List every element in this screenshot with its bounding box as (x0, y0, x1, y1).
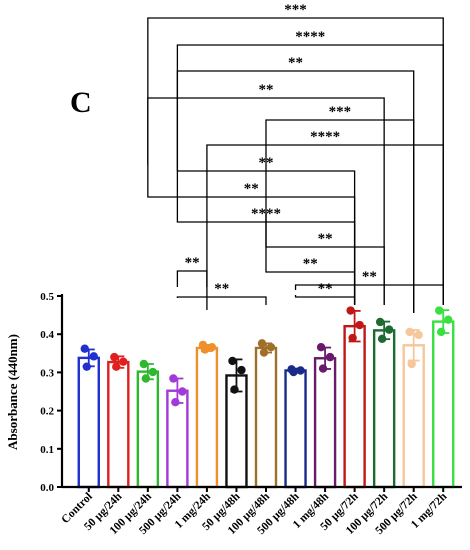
significance-stars: *** (329, 104, 352, 120)
y-tick-label: 0.3 (40, 367, 54, 379)
significance-bracket (206, 144, 444, 305)
y-tick-label: 0.2 (40, 406, 54, 418)
data-point (289, 367, 298, 377)
bar (313, 357, 337, 489)
data-point (437, 327, 446, 337)
significance-stars: ** (259, 155, 274, 171)
data-point (318, 364, 328, 373)
significance-stars: ** (185, 255, 200, 271)
data-point (141, 374, 151, 383)
y-tick-label: 0.4 (40, 329, 54, 341)
significance-stars: ** (303, 256, 318, 272)
data-point (296, 366, 305, 375)
y-tick-label: 0.0 (40, 482, 54, 494)
data-point (110, 352, 119, 362)
bar (77, 356, 100, 489)
data-point (169, 374, 178, 383)
significance-stars: ** (288, 55, 303, 71)
data-point (178, 387, 187, 396)
bar (254, 346, 278, 489)
significance-stars: ** (244, 181, 259, 197)
significance-bracket (265, 119, 415, 313)
bar (343, 324, 366, 489)
data-point (228, 356, 237, 366)
data-point (171, 397, 180, 407)
data-point (375, 317, 385, 327)
bar (195, 346, 219, 489)
data-point (139, 359, 149, 369)
panel-letter: C (70, 86, 92, 119)
data-point (207, 342, 217, 352)
data-point (82, 362, 91, 371)
significance-bracket (176, 70, 415, 313)
data-point (80, 344, 89, 353)
significance-stars: *** (284, 2, 307, 18)
significance-stars: **** (295, 29, 325, 45)
bar (136, 370, 160, 489)
data-point (355, 320, 364, 330)
data-point (348, 333, 357, 343)
significance-bracket (176, 296, 267, 305)
significance-stars: ** (214, 281, 229, 297)
significance-stars: ** (259, 82, 274, 98)
significance-bracket (294, 284, 444, 301)
bar (107, 360, 130, 489)
data-point (266, 342, 276, 352)
significance-bracket (294, 295, 356, 300)
data-point (230, 385, 239, 394)
data-point (148, 367, 158, 377)
data-point (200, 345, 210, 354)
data-point (384, 325, 394, 334)
data-point (407, 359, 416, 369)
y-tick-label: 0.1 (40, 444, 54, 456)
data-point (89, 352, 98, 361)
data-point (405, 327, 414, 337)
y-axis-label: Absorbance (440nm) (5, 334, 20, 450)
significance-bracket (176, 270, 208, 310)
data-point (112, 362, 121, 371)
significance-brackets: ************************************** (147, 2, 444, 313)
data-point (325, 352, 335, 362)
data-point (377, 334, 387, 343)
data-point (259, 348, 269, 357)
data-point (444, 315, 453, 324)
significance-bracket (147, 97, 385, 305)
data-point (346, 306, 355, 315)
data-point (414, 330, 423, 340)
significance-stars: ** (362, 269, 377, 285)
significance-bracket (265, 213, 356, 305)
data-point (237, 365, 246, 375)
data-point (257, 339, 267, 348)
data-point (316, 342, 326, 352)
data-point (435, 306, 444, 315)
data-point (119, 357, 128, 366)
bar (372, 329, 396, 489)
significance-stars: ** (318, 231, 333, 247)
significance-stars: **** (310, 129, 340, 145)
y-tick-label: 0.5 (40, 291, 54, 303)
bar (284, 369, 307, 489)
axes: 0.0 0.1 0.2 0.3 0.4 0.5 (40, 291, 462, 494)
significance-stars: ** (318, 281, 333, 297)
bar (432, 320, 455, 489)
